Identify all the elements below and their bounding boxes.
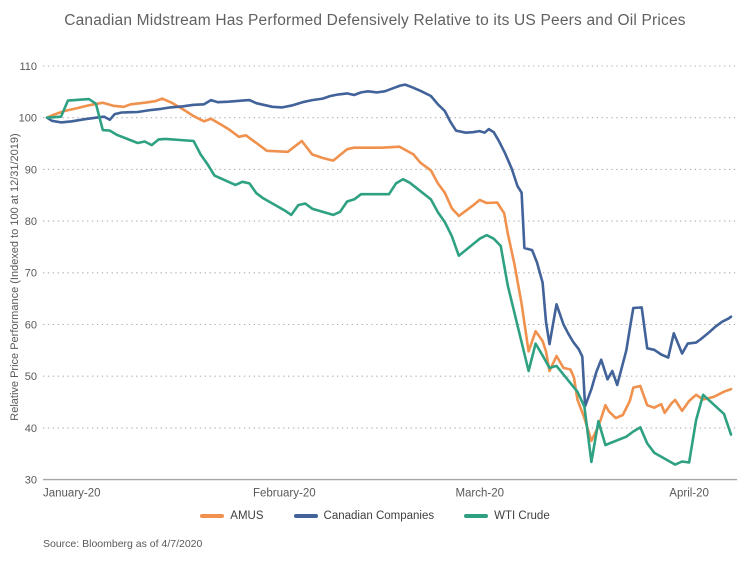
series-line-canadian-companies xyxy=(45,83,733,408)
series-line-amus xyxy=(45,97,733,443)
y-tick-label-90: 90 xyxy=(25,164,37,176)
y-tick-label-100: 100 xyxy=(19,113,37,125)
chart-title: Canadian Midstream Has Performed Defensi… xyxy=(64,12,686,29)
series-line-wti-crude xyxy=(45,97,733,466)
legend-swatch-amus xyxy=(200,514,225,518)
legend-swatch-wti-crude xyxy=(464,514,489,518)
x-axis-label-january-20: January-20 xyxy=(43,488,101,500)
legend-item-amus: AMUS xyxy=(200,510,264,522)
y-tick-label-30: 30 xyxy=(25,474,37,486)
legend-label-amus: AMUS xyxy=(230,510,264,522)
legend-item-wti-crude: WTI Crude xyxy=(464,510,550,522)
y-tick-label-50: 50 xyxy=(25,371,37,383)
y-tick-label-40: 40 xyxy=(25,423,37,435)
legend-label-canadian-companies: Canadian Companies xyxy=(323,510,435,522)
chart-legend: AMUS Canadian Companies WTI Crude xyxy=(0,510,750,522)
x-axis-label-february-20: February-20 xyxy=(253,488,316,500)
y-tick-label-60: 60 xyxy=(25,319,37,331)
y-tick-label-70: 70 xyxy=(25,268,37,280)
x-axis-label-march-20: March-20 xyxy=(455,488,504,500)
legend-item-canadian-companies: Canadian Companies xyxy=(293,510,435,522)
y-tick-label-110: 110 xyxy=(19,61,37,73)
legend-swatch-canadian-companies xyxy=(293,514,318,518)
legend-label-wti-crude: WTI Crude xyxy=(494,510,550,522)
y-tick-label-80: 80 xyxy=(25,216,37,228)
x-axis-label-april-20: April-20 xyxy=(669,488,709,500)
source-note: Source: Bloomberg as of 4/7/2020 xyxy=(43,538,203,550)
